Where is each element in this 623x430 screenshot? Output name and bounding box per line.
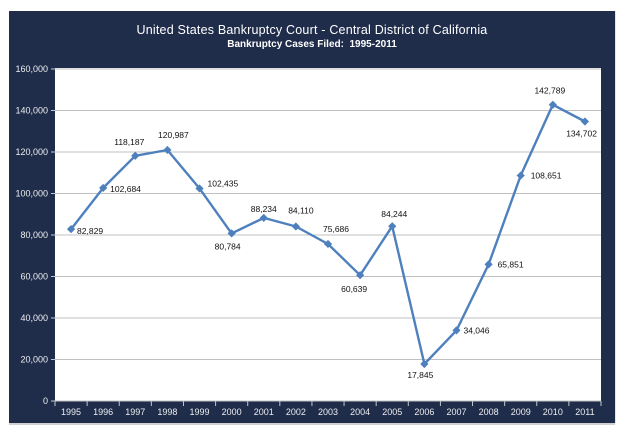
x-axis-label: 2004 <box>350 407 370 417</box>
x-axis-label: 1995 <box>61 407 81 417</box>
y-axis-label: 0 <box>43 396 48 406</box>
x-axis-label: 1996 <box>93 407 113 417</box>
data-point-marker <box>163 145 172 155</box>
data-point-label: 75,686 <box>323 224 349 234</box>
chart-subtitle: Bankruptcy Cases Filed: 1995-2011 <box>227 39 397 50</box>
x-axis-label: 2009 <box>511 407 531 417</box>
x-axis-label: 2010 <box>543 407 563 417</box>
data-point-marker <box>291 222 300 231</box>
data-point-marker <box>484 260 493 269</box>
data-point-marker <box>227 229 236 238</box>
x-axis-label: 2006 <box>414 407 434 417</box>
y-axis-label: 100,000 <box>15 189 48 199</box>
data-point-marker <box>516 171 525 180</box>
x-axis-label: 2001 <box>254 407 274 417</box>
x-axis-label: 2000 <box>222 407 242 417</box>
x-axis-label: 2005 <box>382 407 402 417</box>
data-point-marker <box>99 183 108 193</box>
data-point-label: 17,845 <box>407 370 433 380</box>
x-axis-label: 2011 <box>575 407 594 417</box>
data-point-label: 88,234 <box>251 204 277 214</box>
data-point-marker <box>580 117 590 126</box>
y-axis-label: 120,000 <box>15 147 48 157</box>
data-point-label: 34,046 <box>463 325 489 335</box>
data-point-marker <box>388 222 397 231</box>
data-point-label: 102,435 <box>208 178 239 188</box>
plot-area: 0 20,000 40,000 60,000 80,000 100,000 120,000 1… <box>15 64 602 417</box>
data-point-label: 142,789 <box>534 86 565 96</box>
x-axis-label: 1999 <box>190 407 210 417</box>
data-point-marker <box>131 151 140 160</box>
data-point-marker <box>356 271 365 280</box>
data-point-label: 80,784 <box>215 241 241 251</box>
data-point-marker <box>323 239 333 249</box>
chart-title: United States Bankruptcy Court - Central… <box>136 23 488 37</box>
data-point-label: 84,244 <box>381 209 407 219</box>
data-point-label: 60,639 <box>341 284 367 294</box>
data-point-label: 102,684 <box>110 184 141 194</box>
chart-panel: United States Bankruptcy Court - Central… <box>9 11 615 423</box>
data-point-label: 84,110 <box>288 205 314 215</box>
y-axis-label: 80,000 <box>20 230 48 240</box>
data-point-label: 118,187 <box>114 137 144 147</box>
y-axis-label: 60,000 <box>20 272 48 282</box>
data-point-marker <box>195 184 204 193</box>
x-axis-label: 1998 <box>157 407 177 417</box>
data-point-label: 82,829 <box>77 226 103 236</box>
x-axis-label: 2003 <box>318 407 338 417</box>
y-axis-label: 20,000 <box>20 355 48 365</box>
y-axis-label: 40,000 <box>20 313 48 323</box>
data-point-label: 65,851 <box>498 259 524 269</box>
data-point-marker <box>259 213 268 223</box>
x-axis-label: 2007 <box>446 407 466 417</box>
x-axis-label: 2002 <box>286 407 306 417</box>
y-axis-label: 160,000 <box>15 64 48 74</box>
data-point-label: 120,987 <box>158 130 189 140</box>
data-point-label: 108,651 <box>531 171 562 181</box>
y-axis-label: 140,000 <box>15 106 48 116</box>
data-point-label: 134,702 <box>566 128 597 138</box>
x-axis-label: 2008 <box>479 407 499 417</box>
data-point-marker <box>452 326 461 335</box>
x-axis-label: 1997 <box>125 407 145 417</box>
data-point-marker <box>548 100 557 109</box>
data-point-marker <box>420 359 429 369</box>
